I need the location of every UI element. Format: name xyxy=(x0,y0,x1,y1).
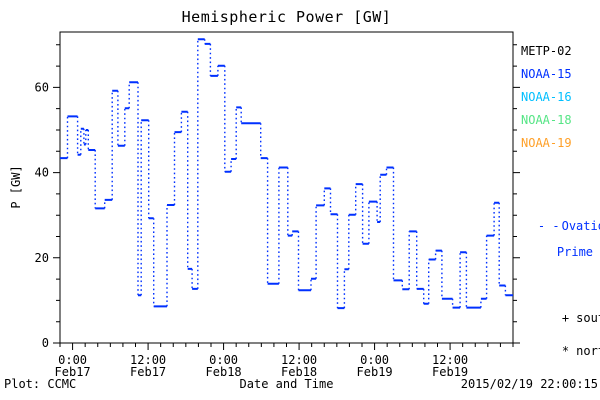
major-ticks xyxy=(53,86,520,350)
x-tick-time-label: 0:00 xyxy=(209,353,238,367)
y-tick-label: 60 xyxy=(35,80,49,94)
y-tick-label: 20 xyxy=(35,251,49,265)
x-tick-date-label: Feb17 xyxy=(55,365,91,379)
north-label: north xyxy=(576,344,600,358)
asterisk-marker-icon: * xyxy=(561,344,570,358)
satellite-legend: METP-02 NOAA-15 NOAA-16 NOAA-18 NOAA-19 xyxy=(521,40,572,155)
plot-box xyxy=(59,31,514,344)
step-line-segments xyxy=(60,38,513,310)
chart-title: Hemispheric Power [GW] xyxy=(181,8,392,26)
north-marker-legend: * north xyxy=(533,330,600,372)
ovation-legend: - -Ovation Prime HPI xyxy=(509,207,600,272)
x-tick-date-label: Feb19 xyxy=(432,365,468,379)
plot-credit: Plot: CCMC xyxy=(4,377,77,391)
legend-satellite-label: NOAA-18 xyxy=(521,113,572,127)
ovation-legend-line2: Prime HPI xyxy=(556,245,594,259)
x-tick-time-label: 12:00 xyxy=(130,353,166,367)
south-marker-legend: + south xyxy=(533,297,600,339)
y-axis-label: P [GW] xyxy=(9,165,23,209)
plot-timestamp: 2015/02/19 22:00:15 xyxy=(460,377,598,391)
south-label: south xyxy=(576,311,600,325)
x-tick-time-label: 12:00 xyxy=(281,353,317,367)
y-tick-label: 0 xyxy=(42,336,49,350)
x-tick-time-label: 12:00 xyxy=(432,353,468,367)
x-axis-title: Date and Time xyxy=(239,377,334,391)
step-line-vertical-connectors xyxy=(66,39,507,309)
x-tick-time-label: 0:00 xyxy=(58,353,87,367)
ovation-legend-line1: Ovation xyxy=(561,219,600,233)
x-tick-date-label: Feb19 xyxy=(357,365,393,379)
legend-satellite-label: NOAA-16 xyxy=(521,90,572,104)
legend-satellite-label: METP-02 xyxy=(521,44,572,58)
y-tick-label: 40 xyxy=(35,166,49,180)
legend-satellite-label: NOAA-19 xyxy=(521,136,572,150)
x-tick-date-label: Feb18 xyxy=(281,365,317,379)
x-tick-time-label: 0:00 xyxy=(360,353,389,367)
x-tick-date-label: Feb17 xyxy=(130,365,166,379)
legend-satellite-label: NOAA-15 xyxy=(521,67,572,81)
plus-marker-icon: + xyxy=(561,311,570,325)
x-tick-date-label: Feb18 xyxy=(206,365,242,379)
dashed-line-icon: - - xyxy=(537,219,560,233)
minor-ticks xyxy=(56,44,517,347)
